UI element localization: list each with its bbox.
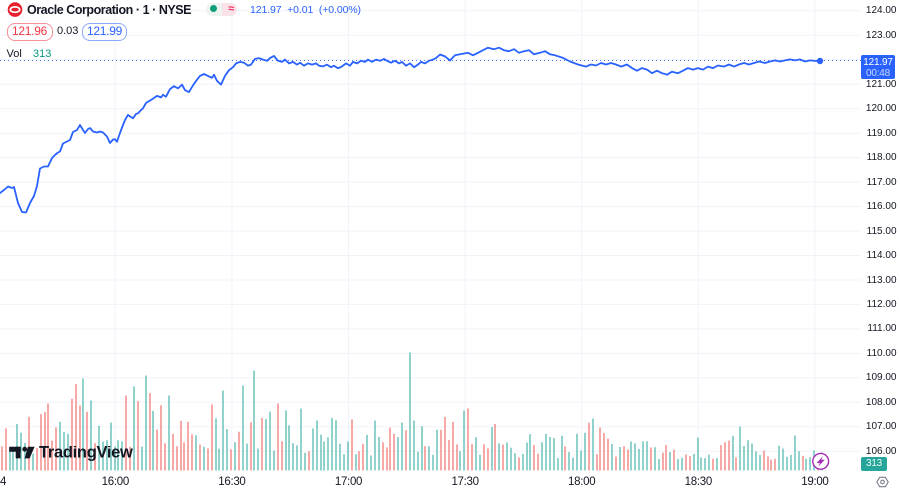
svg-text:TradingView: TradingView <box>39 446 133 462</box>
